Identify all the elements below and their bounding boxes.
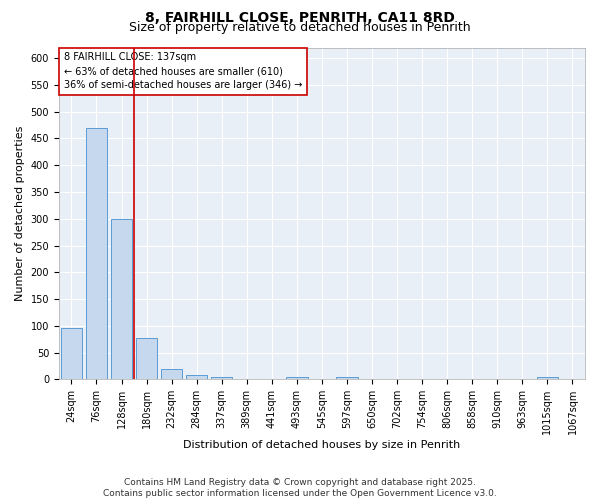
Bar: [111, 219, 132, 380]
Bar: [211, 376, 232, 380]
Bar: [286, 376, 308, 380]
Y-axis label: Number of detached properties: Number of detached properties: [15, 126, 25, 301]
Text: Size of property relative to detached houses in Penrith: Size of property relative to detached ho…: [129, 22, 471, 35]
X-axis label: Distribution of detached houses by size in Penrith: Distribution of detached houses by size …: [184, 440, 461, 450]
Bar: [337, 376, 358, 380]
Bar: [61, 328, 82, 380]
Text: Contains HM Land Registry data © Crown copyright and database right 2025.
Contai: Contains HM Land Registry data © Crown c…: [103, 478, 497, 498]
Text: 8 FAIRHILL CLOSE: 137sqm
← 63% of detached houses are smaller (610)
36% of semi-: 8 FAIRHILL CLOSE: 137sqm ← 63% of detach…: [64, 52, 302, 90]
Bar: [136, 338, 157, 380]
Bar: [537, 376, 558, 380]
Text: 8, FAIRHILL CLOSE, PENRITH, CA11 8RD: 8, FAIRHILL CLOSE, PENRITH, CA11 8RD: [145, 11, 455, 25]
Bar: [186, 375, 208, 380]
Bar: [161, 368, 182, 380]
Bar: [86, 128, 107, 380]
